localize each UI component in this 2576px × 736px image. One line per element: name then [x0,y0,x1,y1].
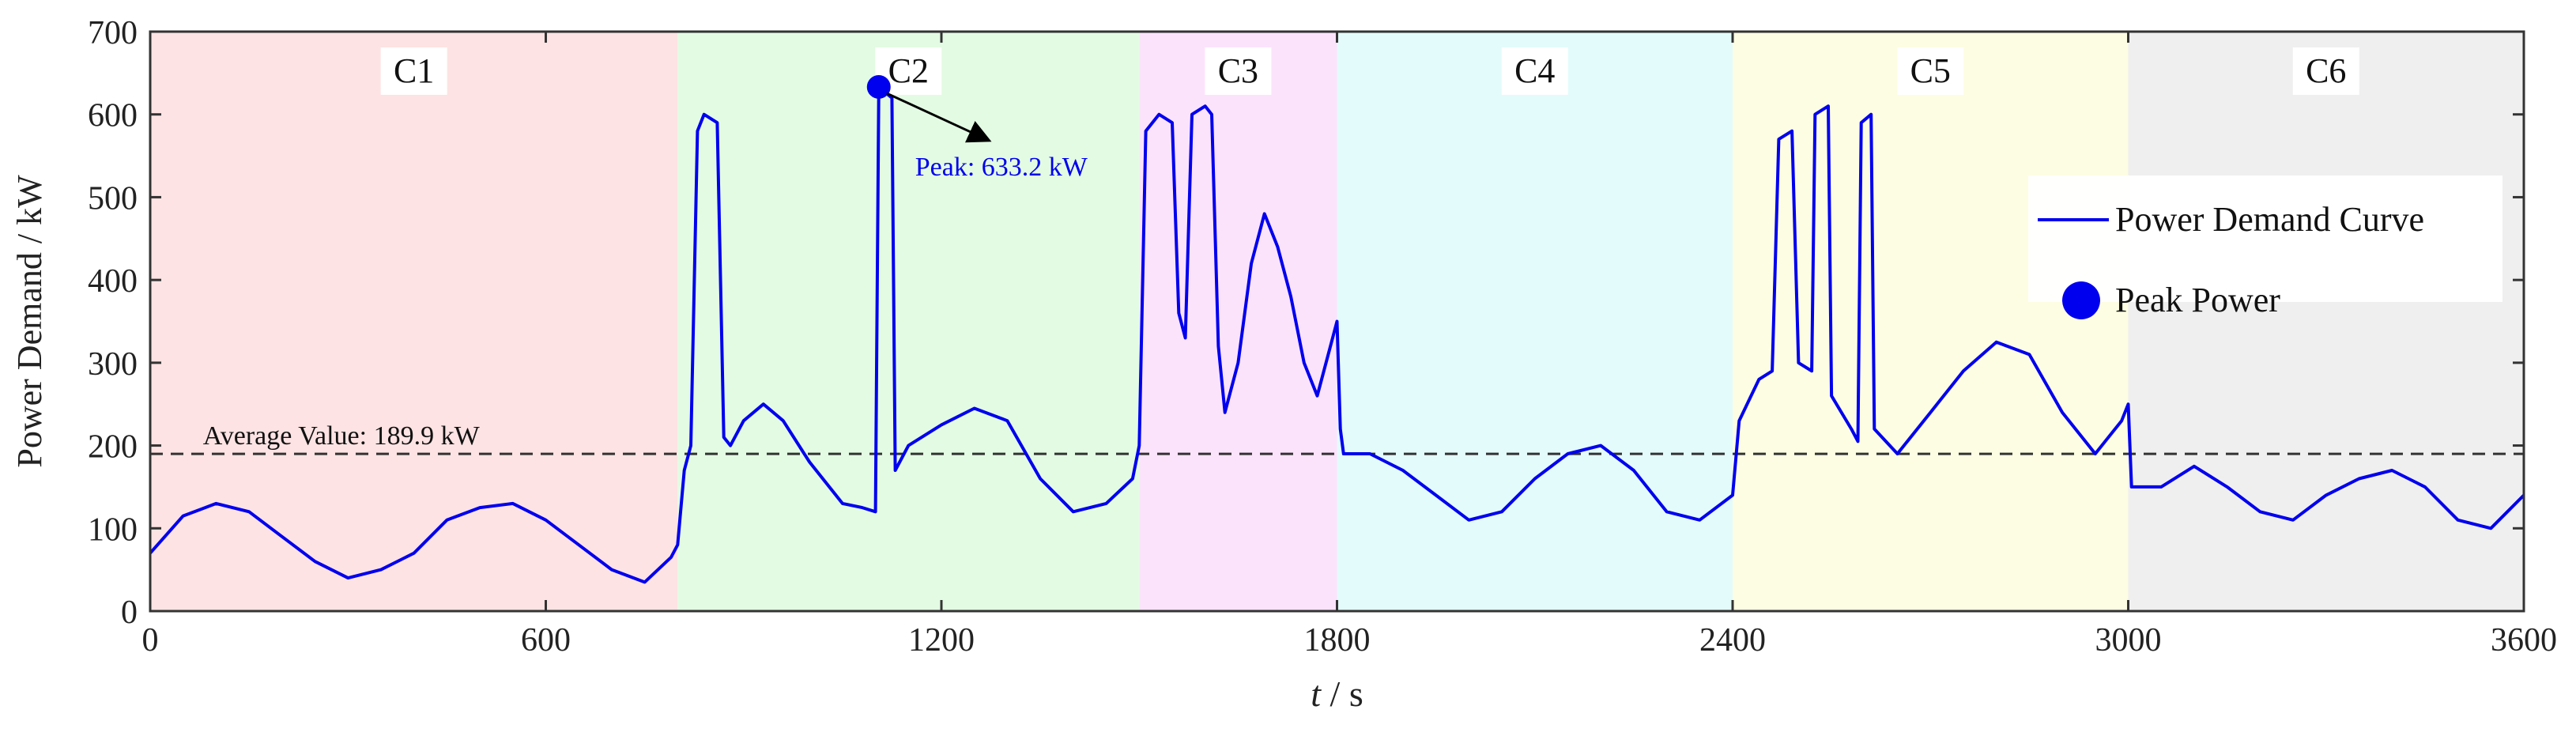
y-tick-label: 400 [88,263,138,300]
region-c4 [1337,32,1733,611]
x-tick-label: 1800 [1304,622,1371,659]
y-axis-label: Power Demand / kW [10,175,49,468]
legend-marker-swatch [2062,281,2100,319]
y-tick-label: 0 [121,594,138,631]
region-label-c6: C6 [2306,51,2346,90]
region-c2 [677,32,1140,611]
x-axis-ticks: 0 600 1200 1800 2400 3000 3600 [142,32,2557,659]
legend-marker-label: Peak Power [2115,281,2280,319]
region-label-bg-c1 [380,47,447,95]
x-tick-label: 2400 [1699,622,1766,659]
legend-line-label: Power Demand Curve [2115,200,2424,239]
y-axis-ticks: 0 100 200 300 400 500 600 700 [88,15,2524,631]
region-label-c2: C2 [888,51,929,90]
region-c5 [1733,32,2129,611]
legend-box [2028,176,2502,302]
x-tick-label: 3600 [2491,622,2557,659]
region-c3 [1139,32,1337,611]
legend: Power Demand Curve Peak Power [2028,176,2502,319]
x-tick-label: 3000 [2095,622,2162,659]
y-tick-label: 600 [88,98,138,134]
average-value-label: Average Value: 189.9 kW [203,421,481,451]
region-label-bg-c4 [1501,47,1568,95]
region-label-bg-c3 [1205,47,1272,95]
x-axis-label-unit: / s [1321,674,1363,714]
region-label-bg-c5 [1897,47,1964,95]
y-tick-label: 300 [88,346,138,383]
region-label-bg-c6 [2292,47,2359,95]
power-demand-curve [149,85,2525,584]
region-label-c3: C3 [1218,51,1258,90]
region-label-c4: C4 [1514,51,1555,90]
y-tick-label: 700 [88,15,138,51]
region-c6 [2128,32,2524,611]
region-c1 [150,32,678,611]
x-tick-label: 0 [142,622,159,659]
x-tick-label: 1200 [908,622,975,659]
region-label-c5: C5 [1910,51,1951,90]
y-tick-label: 100 [88,511,138,548]
y-tick-label: 500 [88,180,138,217]
peak-annotation-arrow [886,92,992,143]
region-label-c1: C1 [394,51,434,90]
x-axis-label: t / s [1311,674,1363,714]
peak-power-marker [866,74,891,99]
x-axis-label-variable: t [1311,674,1322,714]
cycle-region-labels: C1 C2 C3 C4 C5 C6 [380,47,2359,95]
y-tick-label: 200 [88,429,138,466]
x-tick-label: 600 [521,622,571,659]
peak-annotation-label: Peak: 633.2 kW [915,153,1088,182]
